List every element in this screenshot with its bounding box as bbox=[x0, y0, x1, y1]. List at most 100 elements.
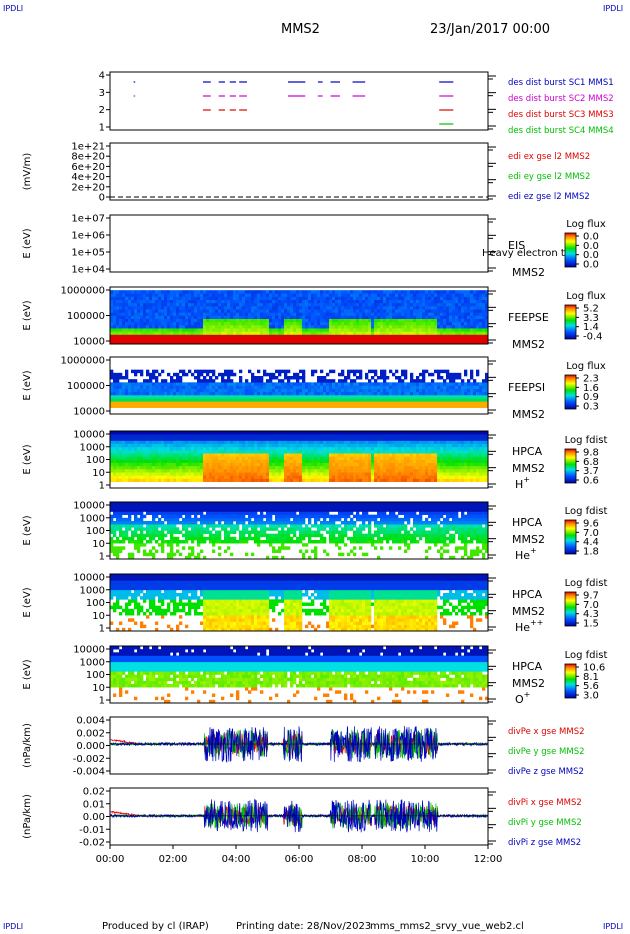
spectrogram-cell bbox=[137, 369, 141, 374]
spectrogram-cell bbox=[146, 475, 150, 479]
spectrogram-cell bbox=[131, 328, 135, 332]
spectrogram-cell bbox=[167, 331, 171, 335]
spectrogram-cell bbox=[482, 328, 486, 332]
spectrogram-cell bbox=[185, 453, 189, 457]
spectrogram-cell bbox=[224, 462, 228, 467]
spectrogram-cell bbox=[218, 315, 222, 319]
spectrogram-cell bbox=[143, 293, 147, 297]
spectrogram-cell bbox=[260, 431, 264, 435]
spectrogram-cell bbox=[119, 398, 123, 402]
spectrogram-cell bbox=[263, 388, 267, 393]
spectrogram-cell bbox=[317, 318, 321, 323]
spectrogram-cell bbox=[416, 388, 420, 393]
spectrogram-cell bbox=[437, 385, 441, 389]
spectrogram-cell bbox=[221, 446, 225, 451]
spectrogram-cell bbox=[161, 456, 165, 460]
spectrogram-cell bbox=[344, 340, 348, 345]
spectrogram-cell bbox=[194, 337, 198, 342]
spectrogram-cell bbox=[233, 465, 237, 470]
spectrogram-cell bbox=[467, 302, 471, 307]
spectrogram-cell bbox=[479, 340, 483, 345]
spectrogram-cell bbox=[272, 385, 276, 389]
spectrogram-cell bbox=[182, 340, 186, 345]
spectrogram-cell bbox=[209, 434, 213, 438]
spectrogram-cell bbox=[203, 443, 207, 448]
spectrogram-cell bbox=[164, 475, 168, 479]
spectrogram-cell bbox=[476, 372, 480, 377]
spectrogram-cell bbox=[428, 293, 432, 297]
spectrogram-cell bbox=[377, 337, 381, 342]
spectrogram-cell bbox=[164, 328, 168, 332]
spectrogram-cell bbox=[302, 299, 306, 304]
spectrogram-cell bbox=[446, 321, 450, 326]
spectrogram-cell bbox=[173, 299, 177, 304]
spectrogram-cell bbox=[212, 469, 216, 473]
spectrogram-cell bbox=[221, 293, 225, 297]
spectrogram-cell bbox=[113, 299, 117, 304]
spectrogram-cell bbox=[386, 376, 390, 380]
spectrogram-cell bbox=[188, 459, 192, 463]
spectrogram-cell bbox=[257, 434, 261, 438]
spectrogram-cell bbox=[326, 379, 330, 383]
spectrogram-cell bbox=[353, 299, 357, 304]
spectrogram-cell bbox=[332, 462, 336, 467]
spectrogram-cell bbox=[209, 302, 213, 307]
spectrogram-cell bbox=[275, 434, 279, 438]
spectrogram-cell bbox=[134, 372, 138, 377]
spectrogram-cell bbox=[305, 328, 309, 332]
spectrogram-cell bbox=[155, 391, 159, 396]
spectrogram-cell bbox=[110, 453, 114, 457]
spectrogram-cell bbox=[269, 290, 273, 294]
spectrogram-cell bbox=[335, 337, 339, 342]
spectrogram-cell bbox=[245, 296, 249, 300]
colorbar-title: Log flux bbox=[566, 291, 606, 302]
colorbar-title: Log fdist bbox=[565, 435, 608, 446]
spectrogram-cell bbox=[407, 334, 411, 338]
spectrogram-cell bbox=[245, 472, 249, 476]
spectrogram-cell bbox=[119, 331, 123, 335]
spectrogram-cell bbox=[392, 334, 396, 338]
spectrogram-cell bbox=[314, 385, 318, 389]
spectrogram-cell bbox=[173, 309, 177, 313]
spectrogram-cell bbox=[401, 388, 405, 393]
spectrogram-cell bbox=[296, 325, 300, 329]
spectrogram-cell bbox=[176, 395, 180, 399]
spectrogram-cell bbox=[350, 459, 354, 463]
spectrogram-cell bbox=[458, 302, 462, 307]
spectrogram bbox=[110, 369, 489, 408]
spectrogram-cell bbox=[218, 456, 222, 460]
spectrogram-cell bbox=[449, 404, 453, 408]
spectrogram-cell bbox=[287, 437, 291, 441]
spectrogram-cell bbox=[347, 325, 351, 329]
spectrogram-cell bbox=[311, 450, 315, 454]
spectrogram-cell bbox=[125, 462, 129, 467]
spectrogram-cell bbox=[254, 290, 258, 294]
spectrogram-cell bbox=[272, 376, 276, 380]
spectrogram-cell bbox=[257, 462, 261, 467]
spectrogram-cell bbox=[311, 459, 315, 463]
spectrogram-cell bbox=[389, 293, 393, 297]
spectrogram-cell bbox=[434, 398, 438, 402]
spectrogram-cell bbox=[365, 398, 369, 402]
spectrogram-cell bbox=[179, 325, 183, 329]
spectrogram-cell bbox=[116, 340, 120, 345]
spectrogram-cell bbox=[476, 293, 480, 297]
overlay-text: Heavy electron to bbox=[482, 248, 571, 259]
spectrogram-cell bbox=[461, 334, 465, 338]
spectrogram-cell bbox=[431, 398, 435, 402]
spectrogram-cell bbox=[257, 309, 261, 313]
spectrogram-cell bbox=[128, 385, 132, 389]
spectrogram-cell bbox=[293, 372, 297, 377]
spectrogram-cell bbox=[176, 337, 180, 342]
spectrogram-cell bbox=[173, 318, 177, 323]
spectrogram-cell bbox=[131, 306, 135, 310]
spectrogram-cell bbox=[341, 312, 345, 316]
colorbar-tick-label: 0.9 bbox=[583, 392, 599, 403]
spectrogram-cell bbox=[404, 321, 408, 326]
spectrogram-cell bbox=[173, 431, 177, 435]
spectrogram-cell bbox=[137, 450, 141, 454]
spectrogram-cell bbox=[317, 459, 321, 463]
spectrogram-cell bbox=[290, 398, 294, 402]
spectrogram-cell bbox=[320, 318, 324, 323]
spectrogram-cell bbox=[329, 431, 333, 435]
